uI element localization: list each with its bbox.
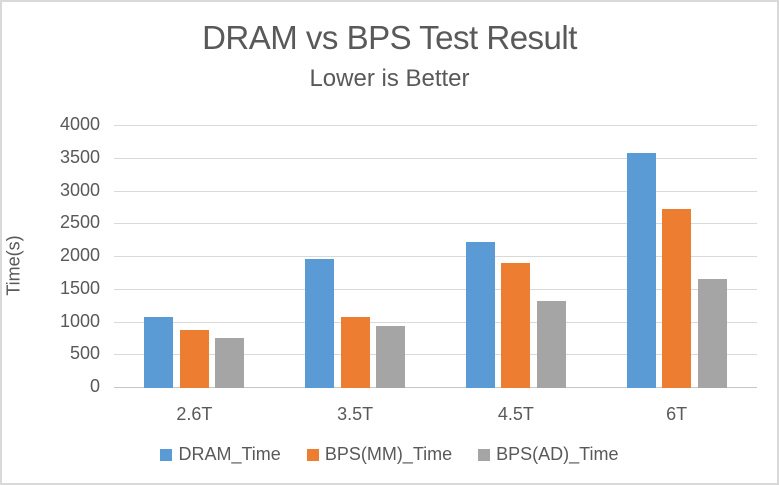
bar-BPS(AD)_Time-2.6T: [215, 338, 245, 388]
y-tick-label: 500: [69, 343, 100, 364]
gridline: [114, 288, 757, 290]
bar-BPS(MM)_Time-3.5T: [340, 317, 370, 388]
legend-swatch-icon: [160, 448, 173, 461]
bar-BPS(MM)_Time-4.5T: [501, 262, 531, 388]
chart-subtitle: Lower is Better: [309, 65, 470, 92]
bar-DRAM_Time-6T: [626, 152, 656, 388]
y-tick-label: 3000: [59, 179, 100, 200]
y-tick-label: 1500: [59, 277, 100, 298]
gridline: [114, 321, 757, 323]
x-category-label: 6T: [666, 404, 688, 424]
gridline: [114, 125, 757, 126]
x-category-label: 3.5T: [337, 404, 374, 424]
legend-item-BPS(MM)_Time: BPS(MM)_Time: [306, 444, 453, 466]
legend-item-DRAM_Time: DRAM_Time: [160, 444, 281, 466]
bar-BPS(MM)_Time-6T: [662, 208, 692, 388]
gridline: [114, 354, 757, 356]
legend: DRAM_Time BPS(MM)_Time BPS(AD)_Time: [2, 444, 777, 466]
gridline: [114, 157, 757, 159]
y-tick-label: 0: [89, 376, 100, 396]
x-category-label: 2.6T: [176, 404, 213, 424]
x-axis-labels: 2.6T 3.5T 4.5T 6T: [114, 404, 757, 426]
legend-label: BPS(AD)_Time: [496, 444, 619, 464]
legend-item-BPS(AD)_Time: BPS(AD)_Time: [478, 444, 619, 466]
y-tick-label: 4000: [59, 114, 100, 134]
gridline: [114, 223, 757, 225]
gridline: [114, 190, 757, 192]
x-category-label: 4.5T: [497, 404, 534, 424]
plot-area: [114, 125, 757, 388]
bar-BPS(AD)_Time-6T: [697, 278, 727, 388]
bar-DRAM_Time-4.5T: [465, 241, 495, 388]
legend-swatch-icon: [478, 448, 491, 461]
x-axis-line: [114, 387, 757, 388]
bar-BPS(AD)_Time-4.5T: [536, 300, 566, 388]
bar-BPS(MM)_Time-2.6T: [179, 330, 209, 388]
gridline: [114, 256, 757, 257]
bar-DRAM_Time-3.5T: [305, 258, 335, 388]
y-tick-label: 2000: [59, 245, 100, 265]
chart-title: DRAM vs BPS Test Result: [202, 19, 577, 56]
y-axis-tick-labels: 0 500 1000 1500 2000 2500 3000 3500 4000: [2, 115, 100, 395]
legend-label: BPS(MM)_Time: [324, 444, 453, 464]
bar-DRAM_Time-2.6T: [144, 317, 174, 388]
y-tick-label: 3500: [59, 146, 100, 167]
bar-BPS(AD)_Time-3.5T: [376, 325, 406, 388]
legend-label: DRAM_Time: [178, 444, 281, 464]
y-tick-label: 2500: [59, 212, 100, 233]
y-tick-label: 1000: [59, 310, 100, 331]
legend-swatch-icon: [306, 448, 319, 461]
